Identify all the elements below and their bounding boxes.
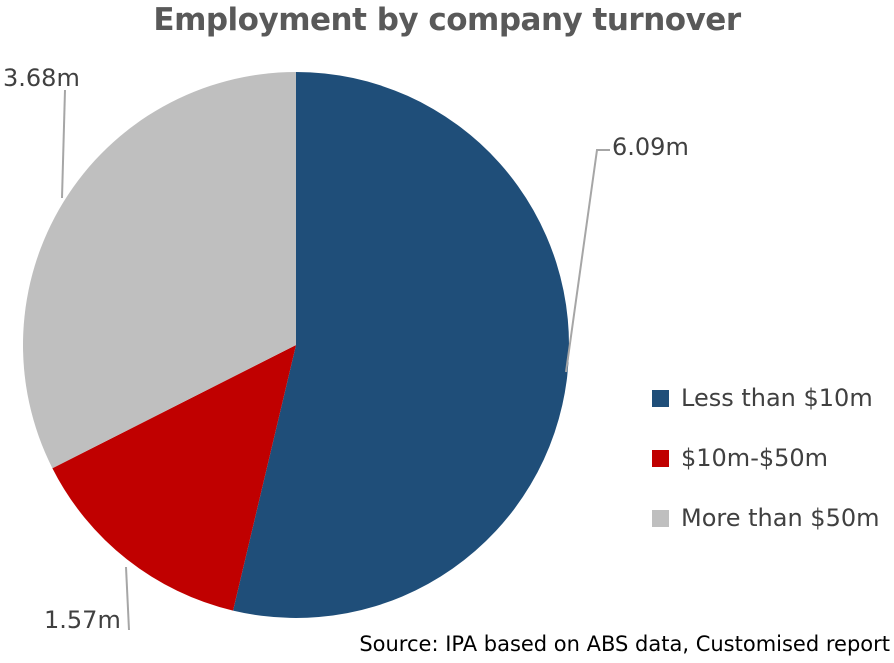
legend-item-more-than-50m: More than $50m	[652, 488, 879, 548]
legend-label: Less than $10m	[681, 384, 873, 412]
leader-line-2	[61, 89, 66, 199]
legend-item-less-than-10m: Less than $10m	[652, 368, 879, 428]
data-label-2: 3.68m	[3, 64, 80, 92]
legend-swatch	[652, 449, 669, 467]
pie-slice-0	[233, 72, 570, 618]
pie-slice-1	[52, 345, 296, 611]
data-labels: 6.09m 1.57m 3.68m	[3, 64, 689, 634]
leader-lines	[61, 89, 610, 631]
legend-swatch	[652, 509, 669, 527]
data-label-1: 1.57m	[44, 606, 121, 634]
legend-label: More than $50m	[681, 504, 880, 532]
leader-line-1	[125, 566, 130, 631]
data-label-0: 6.09m	[612, 133, 689, 161]
legend-swatch	[652, 389, 669, 407]
legend-label: $10m-$50m	[681, 444, 829, 472]
pie-slices	[23, 72, 570, 618]
chart-title: Employment by company turnover	[153, 2, 741, 38]
leader-line-0	[565, 149, 610, 373]
pie-slice-2	[23, 72, 296, 469]
legend-item-10m-50m: $10m-$50m	[652, 428, 879, 488]
legend: Less than $10m $10m-$50m More than $50m	[652, 368, 879, 548]
source-note: Source: IPA based on ABS data, Customise…	[359, 632, 890, 656]
